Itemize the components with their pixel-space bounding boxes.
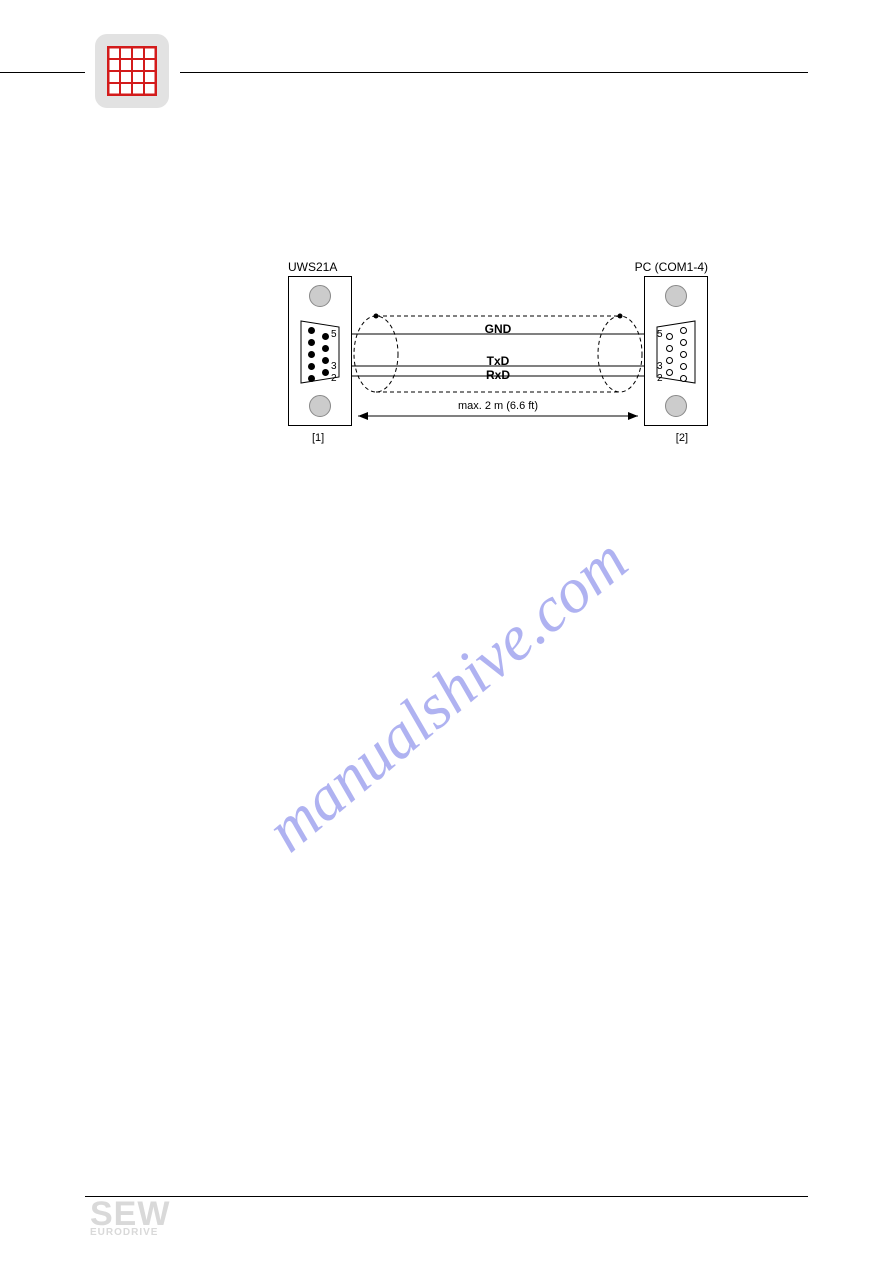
cable-diagram: UWS21A PC (COM1-4) — [288, 276, 708, 486]
pin-label: 3 — [657, 361, 663, 372]
grid-icon — [95, 34, 169, 108]
rule-left — [0, 72, 85, 73]
header-bar — [0, 0, 893, 130]
dshell-left: 5 3 2 — [299, 319, 341, 385]
wire-label-gnd: GND — [398, 322, 598, 336]
dimension-label: max. 2 m (6.6 ft) — [388, 400, 608, 412]
footer-logo: SEW EURODRIVE — [90, 1200, 170, 1237]
pin-label: 2 — [657, 373, 663, 384]
rule-right — [180, 72, 808, 73]
ref-left: [1] — [312, 432, 324, 444]
logo-main-text: SEW — [90, 1200, 170, 1229]
dshell-right: 5 3 2 — [655, 319, 697, 385]
watermark-text: manualshive.com — [252, 523, 641, 866]
connector-left: 5 3 2 — [288, 276, 352, 426]
mount-hole-icon — [309, 285, 331, 307]
pin-label: 3 — [331, 361, 337, 372]
mount-hole-icon — [665, 395, 687, 417]
wire-label-rxd: RxD — [398, 368, 598, 382]
left-connector-label: UWS21A — [288, 260, 337, 274]
pin-label: 5 — [657, 329, 663, 340]
ref-right: [2] — [676, 432, 688, 444]
mount-hole-icon — [309, 395, 331, 417]
right-connector-label: PC (COM1-4) — [635, 260, 708, 274]
logo-sub-text: EURODRIVE — [90, 1229, 170, 1238]
connector-right: 5 3 2 — [644, 276, 708, 426]
mount-hole-icon — [665, 285, 687, 307]
wire-label-txd: TxD — [398, 354, 598, 368]
footer-rule — [85, 1196, 808, 1197]
pin-label: 5 — [331, 329, 337, 340]
pin-label: 2 — [331, 373, 337, 384]
